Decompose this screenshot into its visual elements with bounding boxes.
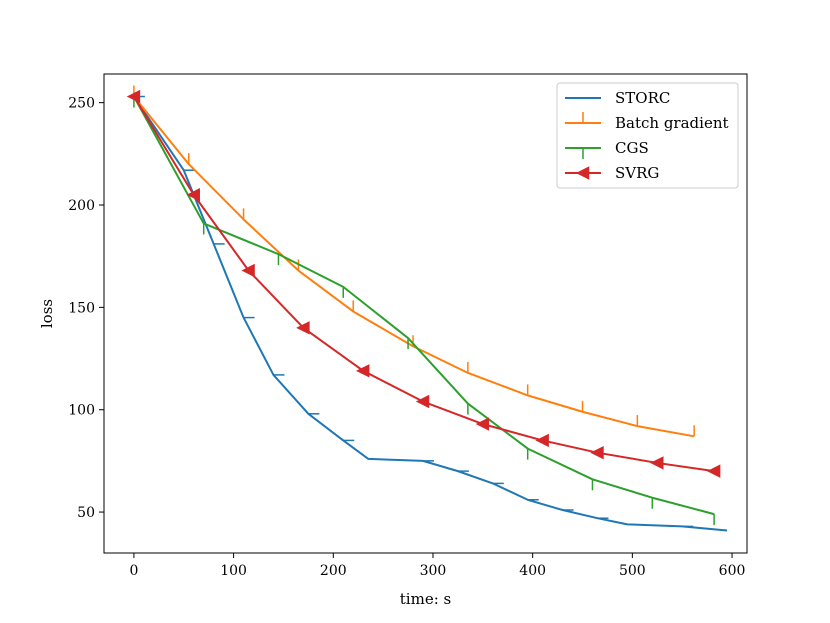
y-tick-label: 50 [77,505,95,521]
x-tick-label: 100 [220,563,247,579]
x-tick-label: 200 [320,563,347,579]
legend-item: Batch gradient [565,112,729,132]
legend-label: STORC [615,89,670,107]
legend-item: SVRG [565,164,659,182]
legend-label: CGS [615,139,649,157]
legend: STORC Batch gradient CGS SVRG [556,82,739,189]
data-point [575,166,590,180]
legend-item: CGS [565,139,649,159]
legend-label: SVRG [615,164,659,182]
legend-item: STORC [565,89,670,107]
plot-frame [103,73,748,554]
y-tick-label: 100 [68,403,95,419]
data-point [126,89,141,104]
series-3 [126,89,721,478]
data-point [415,394,430,409]
y-axis-label: loss [38,299,56,328]
series-layer [126,85,728,532]
series-2 [133,96,715,526]
data-point [475,417,490,431]
data-point [356,364,370,378]
data-point [296,321,310,335]
legend-box [556,82,739,189]
x-tick-label: 300 [420,563,447,579]
ticks-layer: 0 100 200 300 400 500 600 50 100 150 200 250 [68,96,745,579]
series-1 [133,85,695,438]
series-line [133,96,715,516]
x-tick-label: 600 [719,563,746,579]
legend-label: Batch gradient [615,114,729,132]
x-tick-label: 400 [519,563,546,579]
y-tick-label: 200 [68,198,95,214]
y-tick-label: 150 [68,300,95,316]
x-axis-label: time: s [400,590,451,608]
y-tick-label: 250 [68,96,95,112]
data-point [590,445,604,460]
x-tick-label: 500 [619,563,646,579]
series-0 [133,95,728,532]
data-point [186,188,200,202]
x-tick-label: 0 [129,563,138,579]
data-point [535,433,549,448]
data-point [650,456,664,470]
data-point [241,263,255,278]
data-point [706,464,721,478]
